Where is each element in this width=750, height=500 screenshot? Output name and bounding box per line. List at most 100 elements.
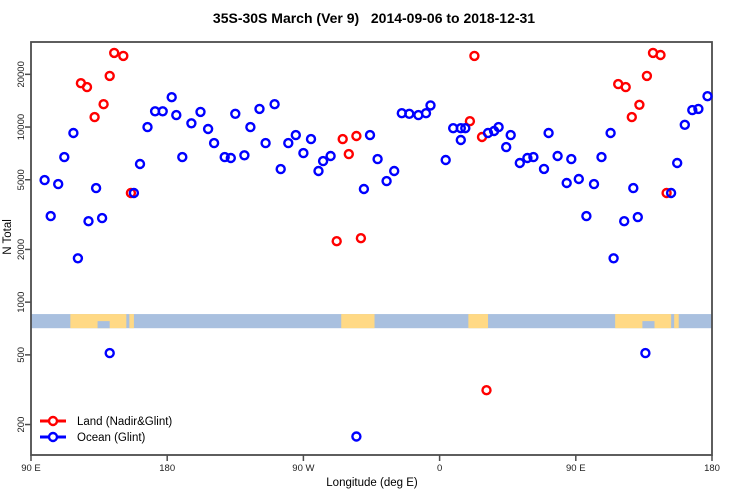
scatter-point [389, 165, 400, 177]
scatter-point [325, 150, 336, 162]
scatter-point [195, 106, 206, 118]
scatter-point [157, 106, 168, 117]
map-strip-land-segment [674, 314, 679, 329]
scatter-point [305, 133, 317, 145]
scatter-point [464, 115, 476, 127]
scatter-point [588, 178, 600, 190]
scatter-point [260, 137, 271, 149]
y-tick-label: 1000 [16, 292, 27, 313]
scatter-point [655, 49, 666, 61]
scatter-point [331, 235, 342, 247]
scatter-point [661, 187, 672, 199]
scatter-point [59, 151, 70, 163]
chart-title: 35S-30S March (Ver 9) 2014-09-06 to 2018… [213, 10, 535, 26]
scatter-point [581, 210, 592, 222]
y-tick-label: 2000 [16, 239, 27, 260]
legend-marker-icon [47, 415, 59, 427]
scatter-point [632, 211, 643, 223]
scatter-point [543, 127, 554, 139]
scatter-point [455, 134, 466, 146]
y-tick-label: 200 [16, 417, 27, 433]
scatter-point [298, 147, 309, 159]
scatter-point [351, 130, 362, 142]
scatter-point [693, 103, 704, 115]
scatter-point [665, 187, 677, 199]
scatter-point [561, 177, 572, 189]
legend: Land (Nadir&Glint) Ocean (Glint) [40, 415, 172, 444]
scatter-point [166, 91, 177, 103]
map-strip-land-segment [468, 314, 489, 329]
plot-layer: 90 E 180 90 W 0 90 E 180 200 500 1000 2000 5000 100… [16, 41, 720, 474]
scatter-point [501, 141, 512, 153]
scatter-point [641, 70, 653, 82]
legend-marker-icon [47, 431, 59, 443]
scatter-point [45, 210, 56, 222]
x-tick-label: 0 [437, 463, 442, 474]
scatter-point [96, 212, 108, 224]
scatter-point [53, 178, 64, 190]
scatter-point [440, 154, 451, 166]
scatter-point [355, 232, 367, 244]
legend-label: Ocean (Glint) [77, 432, 146, 444]
y-tick-label: 20000 [16, 61, 27, 87]
scatter-point [628, 182, 639, 194]
legend-label: Land (Nadir&Glint) [77, 416, 172, 428]
scatter-point [337, 133, 348, 145]
scatter-point [239, 150, 250, 161]
scatter-point [505, 129, 516, 141]
scatter-point [351, 431, 362, 442]
scatter-point [90, 182, 102, 194]
scatter-point [482, 127, 494, 139]
y-tick-label: 10000 [16, 114, 27, 140]
scatter-point [290, 129, 301, 141]
scatter-point [254, 103, 265, 115]
scatter-point [171, 109, 182, 121]
scatter-point [605, 127, 616, 139]
scatter-point [142, 121, 153, 133]
scatter-point [202, 123, 214, 135]
scatter-point [219, 151, 230, 163]
scatter-point [481, 385, 492, 396]
scatter-point [702, 90, 713, 102]
map-strip-land-segment [341, 314, 375, 329]
scatter-point [538, 163, 550, 175]
scatter-point [68, 127, 79, 139]
scatter-point [455, 122, 466, 134]
scatter-point [493, 121, 504, 133]
scatter-point [522, 152, 533, 164]
scatter-point [230, 108, 241, 120]
y-tick-label: 500 [16, 347, 27, 363]
scatter-point [596, 151, 607, 163]
scatter-point [626, 111, 637, 123]
x-tick-label: 90 W [292, 463, 314, 474]
scatter-point [640, 347, 651, 359]
scatter-point [679, 119, 690, 131]
scatter-point [528, 151, 539, 163]
scatter-point [420, 107, 432, 119]
scatter-point [672, 157, 683, 169]
scatter-point [364, 129, 376, 141]
map-strip-gulf-notch [97, 321, 110, 329]
scatter-point [343, 148, 354, 160]
x-tick-label: 180 [159, 463, 175, 474]
scatter-point [104, 347, 115, 359]
x-tick-label: 90 E [566, 463, 586, 474]
scatter-point [81, 81, 93, 93]
plot-frame [30, 41, 713, 456]
scatter-point [358, 183, 370, 195]
scatter-point [552, 150, 563, 162]
scatter-point [128, 187, 140, 199]
y-axis-title: N Total [2, 219, 14, 255]
scatter-point [208, 137, 220, 149]
x-tick-label: 90 E [21, 463, 41, 474]
scatter-point [460, 122, 471, 134]
scatter-point [72, 253, 84, 264]
scatter-point [269, 98, 280, 110]
scatter-point [608, 253, 619, 264]
scatter-point [177, 151, 188, 163]
scatter-point [83, 215, 94, 227]
scatter-point [404, 108, 415, 120]
scatter-point [573, 173, 584, 185]
